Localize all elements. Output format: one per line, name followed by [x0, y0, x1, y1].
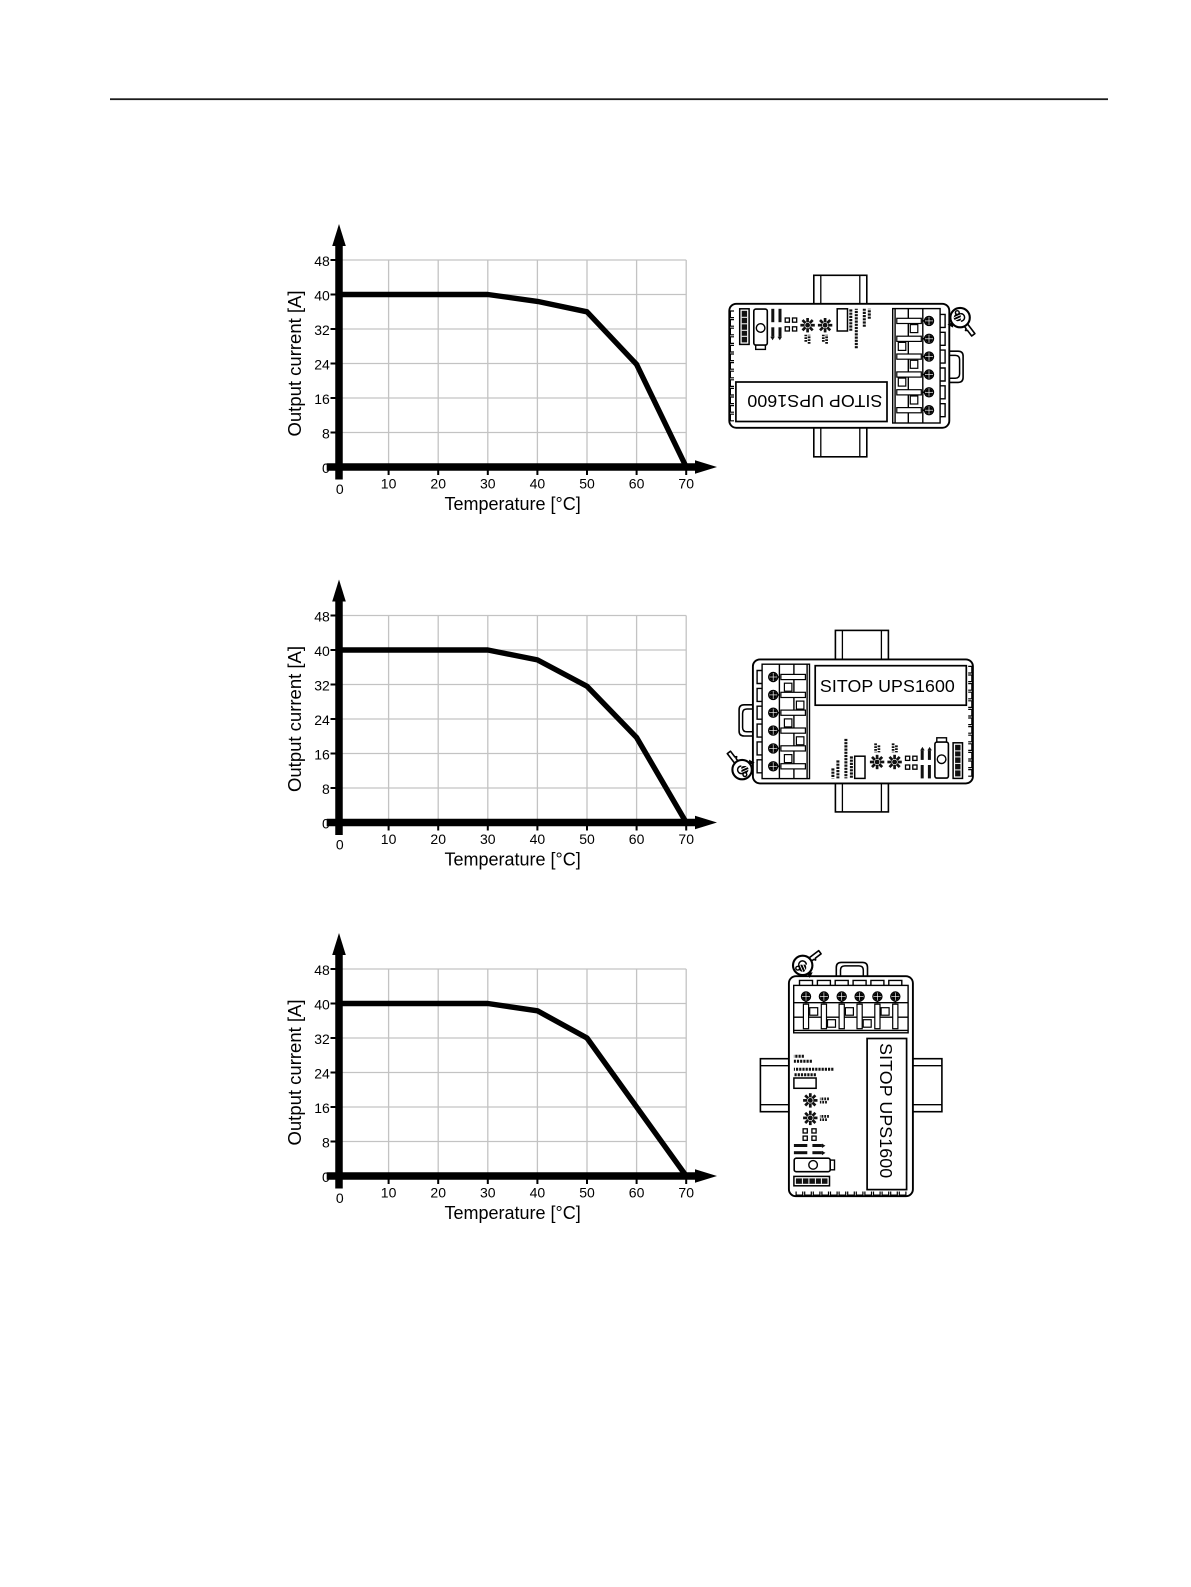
svg-text:50: 50: [579, 831, 595, 847]
svg-text:Output current [A]: Output current [A]: [284, 999, 305, 1145]
svg-text:60: 60: [629, 1185, 645, 1201]
svg-text:20: 20: [430, 1185, 446, 1201]
svg-text:70: 70: [678, 1185, 694, 1201]
svg-text:24: 24: [314, 712, 330, 728]
svg-text:20: 20: [430, 831, 446, 847]
svg-text:48: 48: [314, 253, 330, 269]
svg-text:0: 0: [322, 1169, 330, 1185]
svg-text:Temperature [°C]: Temperature [°C]: [444, 494, 580, 514]
svg-text:40: 40: [314, 288, 330, 304]
svg-text:8: 8: [322, 1135, 330, 1151]
svg-text:8: 8: [322, 426, 330, 442]
svg-text:24: 24: [314, 1066, 330, 1082]
svg-text:20: 20: [430, 476, 446, 492]
svg-text:40: 40: [530, 1185, 546, 1201]
svg-text:70: 70: [678, 476, 694, 492]
svg-text:48: 48: [314, 962, 330, 978]
svg-text:10: 10: [381, 831, 397, 847]
svg-text:0: 0: [336, 481, 344, 497]
svg-text:24: 24: [314, 357, 330, 373]
svg-text:Temperature [°C]: Temperature [°C]: [444, 1203, 580, 1223]
svg-text:Output current [A]: Output current [A]: [284, 646, 305, 792]
svg-text:40: 40: [314, 997, 330, 1013]
svg-text:16: 16: [314, 747, 330, 763]
svg-text:8: 8: [322, 781, 330, 797]
svg-text:48: 48: [314, 609, 330, 625]
svg-text:60: 60: [629, 476, 645, 492]
svg-text:32: 32: [314, 1031, 330, 1047]
svg-text:60: 60: [629, 831, 645, 847]
svg-text:16: 16: [314, 1100, 330, 1116]
svg-text:30: 30: [480, 1185, 496, 1201]
svg-text:30: 30: [480, 476, 496, 492]
svg-text:40: 40: [314, 643, 330, 659]
svg-text:50: 50: [579, 1185, 595, 1201]
svg-text:0: 0: [336, 1190, 344, 1206]
svg-text:50: 50: [579, 476, 595, 492]
svg-text:40: 40: [530, 831, 546, 847]
svg-text:32: 32: [314, 322, 330, 338]
svg-text:16: 16: [314, 391, 330, 407]
svg-text:30: 30: [480, 831, 496, 847]
svg-text:0: 0: [336, 837, 344, 853]
svg-text:10: 10: [381, 476, 397, 492]
svg-text:Temperature [°C]: Temperature [°C]: [444, 849, 580, 869]
svg-text:0: 0: [322, 816, 330, 832]
svg-text:10: 10: [381, 1185, 397, 1201]
svg-text:70: 70: [678, 831, 694, 847]
svg-text:32: 32: [314, 678, 330, 694]
svg-text:40: 40: [530, 476, 546, 492]
svg-text:Output current [A]: Output current [A]: [284, 290, 305, 436]
svg-text:0: 0: [322, 460, 330, 476]
